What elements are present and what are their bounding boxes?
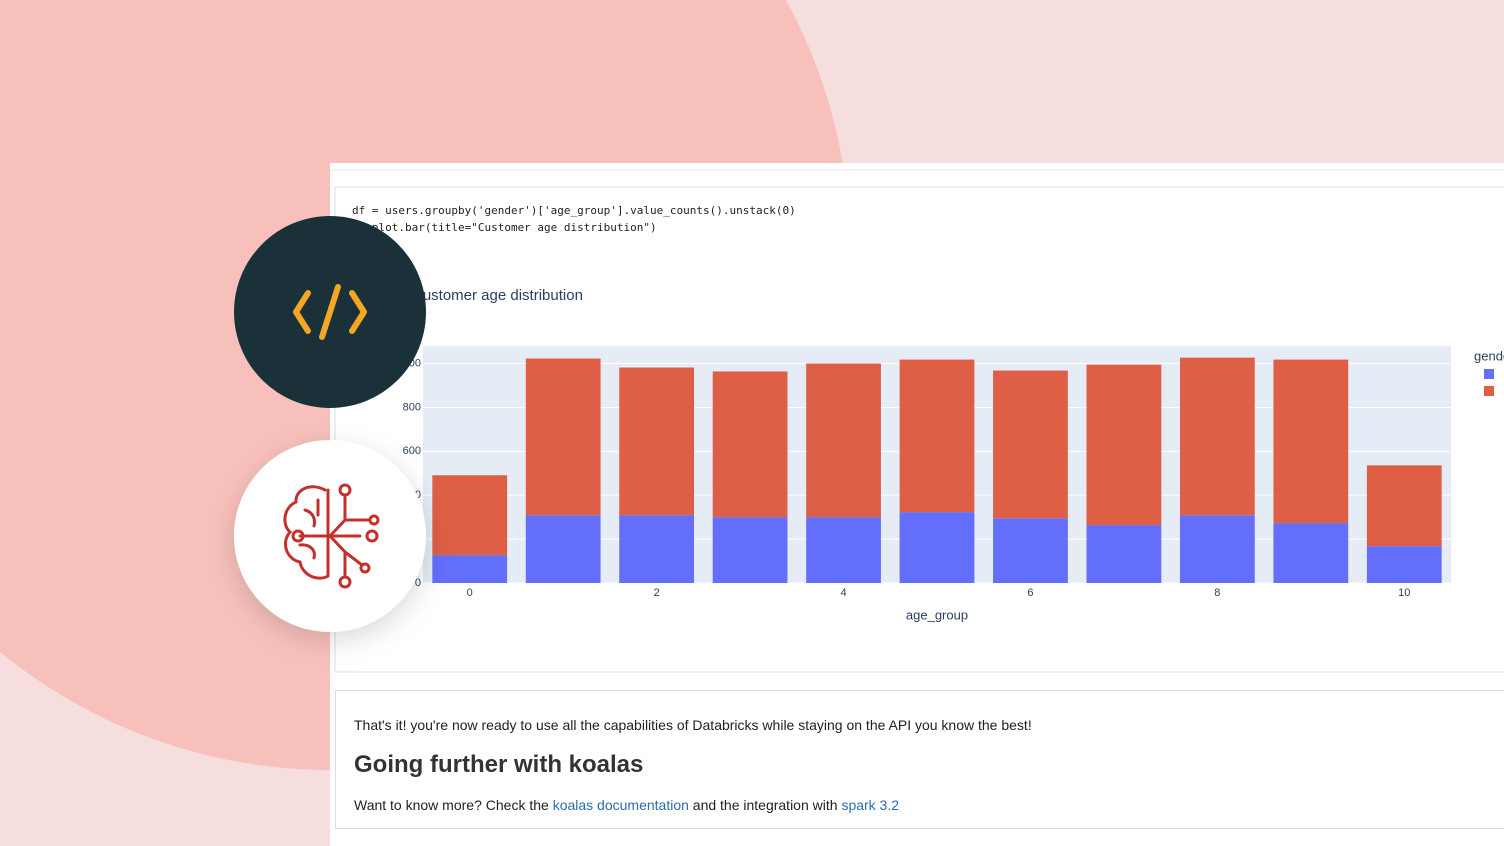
text-cell: That's it! you're now ready to use all t… <box>335 690 1504 829</box>
bar <box>712 371 788 518</box>
bar <box>899 359 975 513</box>
y-tick-label: 800 <box>403 401 421 413</box>
x-tick-label: 8 <box>1214 587 1220 599</box>
bar <box>525 515 601 583</box>
link[interactable]: spark 3.2 <box>841 797 900 813</box>
bar <box>993 518 1068 583</box>
x-tick-label: 0 <box>467 587 473 599</box>
paragraph: That's it! you're now ready to use all t… <box>354 717 1032 733</box>
bar <box>1179 515 1255 583</box>
icons <box>234 216 426 632</box>
heading: Going further with koalas <box>354 751 644 778</box>
bar <box>619 515 695 583</box>
bar <box>1179 357 1255 516</box>
links-paragraph: Want to know more? Check the koalas docu… <box>354 797 899 813</box>
bar <box>899 512 975 583</box>
x-tick-label: 4 <box>840 587 846 599</box>
chart: Customer age distribution age_group gend… <box>397 287 1504 622</box>
bar <box>712 517 788 583</box>
code-icon <box>293 284 367 340</box>
legend-title: gender <box>1474 348 1504 363</box>
x-tick-label: 10 <box>1398 587 1410 599</box>
legend-swatch <box>1484 369 1494 379</box>
legend-swatch <box>1484 386 1494 396</box>
code-line: df = users.groupby('gender')['age_group'… <box>352 204 796 217</box>
bar <box>432 555 508 583</box>
bar <box>806 517 881 583</box>
chart-title: Customer age distribution <box>412 287 583 304</box>
bar <box>1086 525 1162 583</box>
x-tick-label: 2 <box>654 587 660 599</box>
bar <box>619 367 695 516</box>
x-axis-label: age_group <box>906 607 968 622</box>
bar <box>1366 546 1442 583</box>
text: Want to know more? Check the <box>354 797 553 813</box>
bar <box>1086 364 1162 526</box>
brain-icon <box>283 483 380 589</box>
y-tick-label: 0 <box>415 577 421 589</box>
text: and the integration with <box>688 797 842 813</box>
bar <box>993 370 1068 519</box>
bar <box>525 358 601 516</box>
bar <box>806 363 881 518</box>
bar <box>1273 359 1349 524</box>
link[interactable]: koalas documentation <box>552 797 689 813</box>
bar <box>1366 465 1442 547</box>
code-line: df.plot.bar(title="Customer age distribu… <box>352 221 657 234</box>
bar <box>432 475 508 556</box>
x-tick-label: 6 <box>1027 587 1033 599</box>
y-tick-label: 600 <box>403 445 421 457</box>
bar <box>1273 523 1349 583</box>
